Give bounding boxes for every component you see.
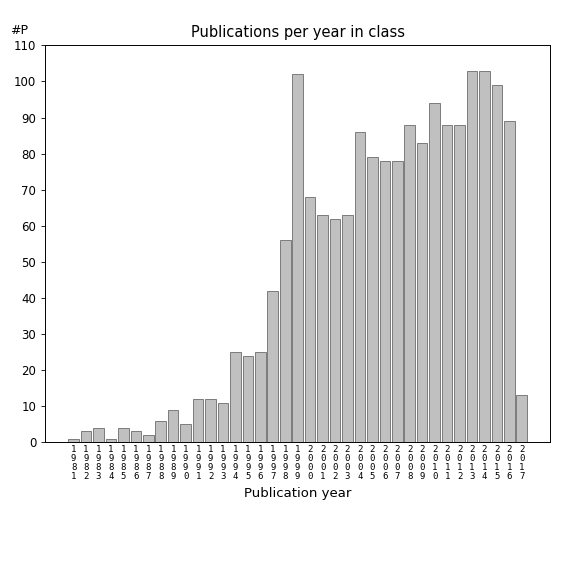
Bar — [492, 85, 502, 442]
Bar — [230, 352, 241, 442]
Text: #P: #P — [10, 24, 28, 37]
Bar — [118, 428, 129, 442]
Bar — [130, 431, 141, 442]
Bar — [330, 218, 340, 442]
Bar — [68, 439, 79, 442]
Bar — [280, 240, 290, 442]
Bar — [81, 431, 91, 442]
Bar — [454, 125, 465, 442]
Bar — [429, 103, 440, 442]
Bar — [268, 291, 278, 442]
Bar — [143, 435, 154, 442]
Bar — [305, 197, 315, 442]
Bar — [467, 71, 477, 442]
Bar — [392, 161, 403, 442]
Bar — [205, 399, 216, 442]
Bar — [255, 352, 265, 442]
X-axis label: Publication year: Publication year — [244, 486, 352, 500]
Bar — [367, 157, 378, 442]
Bar — [417, 143, 428, 442]
Bar — [479, 71, 490, 442]
Bar — [93, 428, 104, 442]
Bar — [404, 125, 415, 442]
Bar — [354, 132, 365, 442]
Bar — [105, 439, 116, 442]
Bar — [517, 395, 527, 442]
Bar — [218, 403, 229, 442]
Bar — [318, 215, 328, 442]
Bar — [168, 410, 179, 442]
Bar — [379, 161, 390, 442]
Bar — [293, 74, 303, 442]
Bar — [155, 421, 166, 442]
Bar — [342, 215, 353, 442]
Bar — [193, 399, 204, 442]
Bar — [504, 121, 515, 442]
Bar — [180, 424, 191, 442]
Bar — [442, 125, 452, 442]
Title: Publications per year in class: Publications per year in class — [191, 25, 405, 40]
Bar — [243, 356, 253, 442]
